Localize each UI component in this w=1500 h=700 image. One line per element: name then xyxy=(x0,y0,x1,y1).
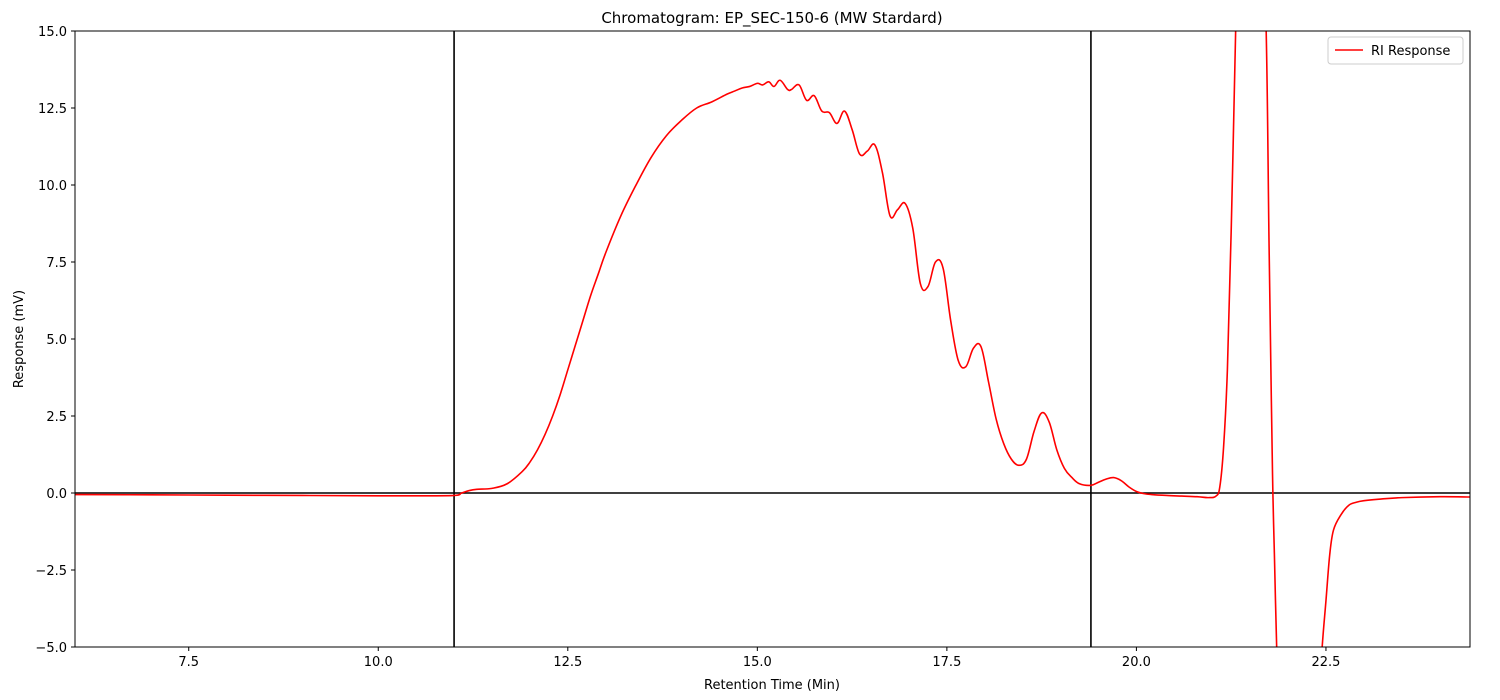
y-tick-label: 7.5 xyxy=(46,256,67,271)
x-tick-label: 17.5 xyxy=(932,655,961,670)
y-tick-label: −2.5 xyxy=(35,564,67,579)
y-tick-label: 12.5 xyxy=(38,102,67,117)
legend: RI Response xyxy=(1327,36,1464,65)
y-tick-label: 15.0 xyxy=(38,25,67,40)
plot-frame xyxy=(74,30,1471,648)
series-layer xyxy=(75,31,1470,647)
legend-box xyxy=(1327,36,1464,65)
y-tick-label: −5.0 xyxy=(35,641,67,656)
x-tick-label: 15.0 xyxy=(743,655,772,670)
x-axis-ticks: 7.5 10.0 12.5 15.0 17.5 20.0 22.5 xyxy=(178,647,1340,670)
reference-lines xyxy=(75,31,1470,647)
y-axis-ticks: −5.0 −2.5 0.0 2.5 5.0 7.5 10.0 12.5 15.0 xyxy=(35,25,75,656)
x-axis-label: Retention Time (Min) xyxy=(704,678,840,693)
y-tick-label: 5.0 xyxy=(46,333,67,348)
x-tick-label: 7.5 xyxy=(178,655,199,670)
chart-title: Chromatogram: EP_SEC-150-6 (MW Stardard) xyxy=(601,9,942,28)
legend-label-ri-response: RI Response xyxy=(1371,44,1450,59)
x-tick-label: 20.0 xyxy=(1122,655,1151,670)
x-tick-label: 10.0 xyxy=(364,655,393,670)
y-axis-label: Response (mV) xyxy=(12,290,27,388)
x-tick-label: 22.5 xyxy=(1311,655,1340,670)
x-tick-label: 12.5 xyxy=(553,655,582,670)
y-tick-label: 10.0 xyxy=(38,179,67,194)
y-tick-label: 2.5 xyxy=(46,410,67,425)
series-line-ri-response xyxy=(75,31,1470,647)
y-tick-label: 0.0 xyxy=(46,487,67,502)
